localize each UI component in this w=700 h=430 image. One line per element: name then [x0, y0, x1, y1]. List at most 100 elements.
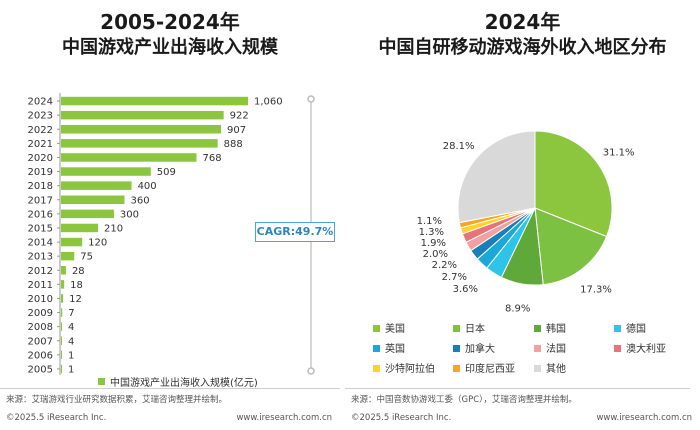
bar-value-label: 907: [227, 125, 246, 136]
bar-value-label: 210: [104, 223, 123, 234]
bar-2013: [61, 251, 75, 261]
left-chart-panel: 2005-2024年 中国游戏产业出海收入规模 2024 1,060 2023 922…: [0, 0, 340, 430]
bar-2011: [61, 280, 65, 289]
pie-legend-item: 加拿大: [453, 340, 495, 355]
pie-legend-item: 德国: [614, 320, 646, 335]
bar-value-label: 922: [230, 111, 249, 122]
year-tick-label: 2008: [28, 322, 53, 333]
year-tick-label: 2011: [28, 280, 53, 291]
pie-slice-11: [457, 130, 536, 224]
right-footer-divider: [345, 388, 690, 389]
bar-value-label: 12: [69, 294, 82, 305]
pie-legend-label: 日本: [465, 324, 485, 335]
bar-value-label: 400: [138, 181, 157, 192]
year-tick-label: 2012: [28, 266, 53, 277]
bar-chart: 2024 1,060 2023 922 2022 907 2021 888 2020 768 201…: [28, 93, 315, 375]
year-tick-label: 2021: [28, 139, 53, 150]
bar-value-label: 1,060: [254, 97, 283, 108]
pie-legend-swatch: [614, 325, 621, 332]
bar-2014: [61, 237, 83, 247]
pie-legend-item: 法国: [534, 340, 566, 355]
bar-value-label: 888: [224, 139, 243, 150]
pie-legend-label: 美国: [385, 324, 405, 335]
pie-legend-swatch: [534, 345, 541, 352]
right-title-line1: 2024年: [484, 10, 561, 34]
pie-legend-swatch: [373, 365, 380, 372]
pie-legend-label: 其他: [546, 364, 566, 375]
pie-legend-label: 英国: [385, 344, 405, 355]
pie-legend-item: 英国: [373, 340, 405, 355]
year-tick-label: 2009: [28, 308, 53, 319]
bar-2019: [61, 167, 151, 176]
year-tick-label: 2016: [28, 209, 53, 220]
cagr-bracket-bottom-dot: [307, 367, 315, 375]
year-tick-label: 2020: [28, 153, 53, 164]
pie-value-label: 2.7%: [442, 272, 467, 283]
pie-legend-item: 印度尼西亚: [453, 360, 515, 375]
bar-value-label: 120: [88, 238, 107, 249]
pie-slice-1: [534, 130, 613, 238]
left-source-note: 来源：艾瑞游戏行业研究数据积累，艾瑞咨询整理并绘制。: [6, 395, 228, 405]
bar-2018: [61, 181, 132, 190]
pie-legend-item: 其他: [534, 360, 566, 375]
pie-legend-item: 澳大利亚: [614, 340, 666, 355]
pie-legend-label: 德国: [626, 324, 646, 335]
pie-legend-label: 韩国: [546, 324, 566, 335]
year-tick-label: 2019: [28, 167, 53, 178]
bar-legend: 中国游戏产业出海收入规模(亿元): [98, 374, 258, 389]
pie-legend-swatch: [373, 325, 380, 332]
left-footer-divider: [0, 388, 340, 389]
pie-legend-label: 沙特阿拉伯: [385, 364, 435, 375]
bar-2015: [61, 223, 99, 233]
pie-value-label: 28.1%: [443, 141, 475, 152]
pie-value-label: 2.2%: [432, 260, 457, 271]
bar-value-label: 75: [80, 252, 93, 263]
right-chart-panel: 2024年 中国自研移动游戏海外收入地区分布 31.1% 17.3% 8.9% 28.…: [345, 0, 700, 430]
pie-legend-item: 韩国: [534, 320, 566, 335]
year-tick-label: 2014: [28, 238, 53, 249]
bar-value-label: 4: [68, 336, 74, 347]
bar-value-label: 509: [157, 167, 176, 178]
bar-legend-label: 中国游戏产业出海收入规模(亿元): [110, 378, 258, 389]
bar-2020: [61, 153, 197, 162]
bar-2021: [61, 139, 218, 148]
bar-2008: [61, 322, 62, 331]
pie-value-label: 8.9%: [505, 304, 530, 315]
pie-legend-swatch: [534, 365, 541, 372]
pie-legend-label: 印度尼西亚: [465, 364, 515, 375]
pie-legend-swatch: [614, 345, 621, 352]
bar-legend-swatch: [98, 378, 105, 385]
year-tick-label: 2005: [28, 364, 53, 375]
pie-legend-label: 法国: [546, 344, 566, 355]
pie-legend-swatch: [453, 325, 460, 332]
pie-legend-item: 沙特阿拉伯: [373, 360, 435, 375]
year-tick-label: 2010: [28, 294, 53, 305]
bar-2007: [61, 336, 62, 345]
pie-legend-swatch: [534, 325, 541, 332]
year-tick-label: 2024: [28, 97, 53, 108]
cagr-bracket-top-dot: [307, 95, 315, 103]
pie-legend-label: 加拿大: [465, 344, 495, 355]
pie-value-label: 17.3%: [580, 284, 612, 295]
bar-2016: [61, 209, 114, 219]
pie-value-label: 1.9%: [421, 238, 446, 249]
bar-value-label: 1: [68, 364, 74, 375]
year-tick-label: 2018: [28, 181, 53, 192]
bar-value-label: 768: [202, 153, 221, 164]
year-tick-label: 2007: [28, 336, 53, 347]
bar-value-label: 4: [68, 322, 74, 333]
bar-2005: [61, 364, 62, 374]
year-tick-label: 2006: [28, 350, 53, 361]
left-copyright: ©2025.5 iResearch Inc.: [6, 413, 107, 423]
bar-2022: [61, 125, 222, 134]
right-copyright: ©2025.5 iResearch Inc.: [351, 413, 452, 423]
bar-2012: [61, 266, 66, 275]
year-tick-label: 2017: [28, 195, 53, 206]
right-title-line2: 中国自研移动游戏海外收入地区分布: [378, 37, 667, 58]
pie-slice-2: [534, 207, 608, 286]
pie-legend-swatch: [453, 365, 460, 372]
pie-legend-item: 日本: [453, 320, 485, 335]
left-title-line1: 2005-2024年: [100, 10, 240, 34]
bar-value-label: 300: [120, 209, 139, 220]
pie-legend-swatch: [453, 345, 460, 352]
